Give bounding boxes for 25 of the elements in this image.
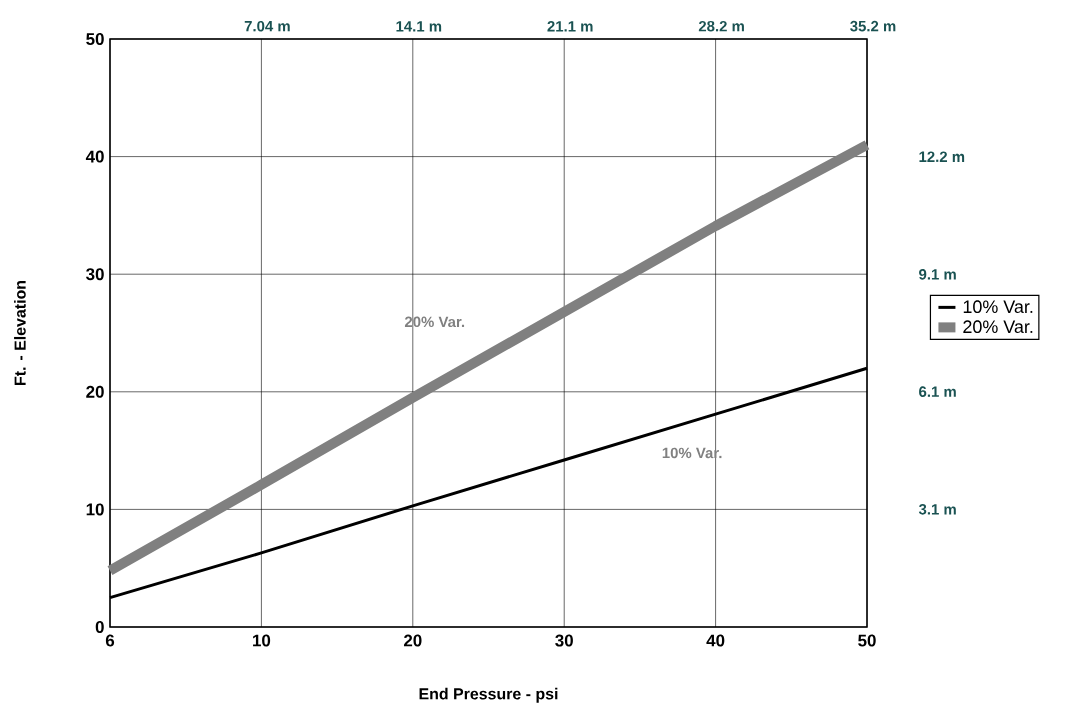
x-tick-label: 10 bbox=[253, 634, 271, 647]
x2-tick-label: 35.2 m bbox=[850, 20, 896, 32]
x-tick-label: 50 bbox=[858, 634, 876, 647]
x-tick-label: 20 bbox=[403, 634, 422, 647]
y-tick-label: 50 bbox=[86, 33, 104, 45]
y-tick-label: 10 bbox=[86, 503, 104, 516]
y-tick-label: 30 bbox=[86, 268, 104, 281]
x2-tick-label: 7.04 m bbox=[244, 20, 290, 32]
x2-tick-label: 28.2 m bbox=[698, 20, 744, 32]
x-tick-label: 6 bbox=[105, 634, 115, 647]
y2-tick-label: 12.2 m bbox=[919, 151, 965, 162]
y-axis-title: Ft. - Elevation bbox=[14, 280, 26, 385]
y-tick-label: 0 bbox=[95, 621, 104, 633]
x-tick-label: 40 bbox=[706, 634, 725, 647]
y2-tick-label: 3.1 m bbox=[918, 504, 956, 515]
x2-tick-label: 14.1 m bbox=[396, 21, 442, 32]
y-tick-label: 40 bbox=[85, 150, 104, 163]
y-tick-label: 20 bbox=[86, 385, 104, 398]
y2-tick-label: 9.1 m bbox=[919, 269, 956, 280]
y2-tick-label: 6.1 m bbox=[919, 386, 956, 397]
x-tick-label: 30 bbox=[555, 634, 573, 647]
x-axis-title: End Pressure - psi bbox=[419, 687, 558, 703]
legend-label: 20% Var. bbox=[963, 320, 1033, 334]
x2-tick-label: 21.1 m bbox=[547, 21, 593, 32]
legend-label: 10% Var. bbox=[963, 300, 1033, 314]
